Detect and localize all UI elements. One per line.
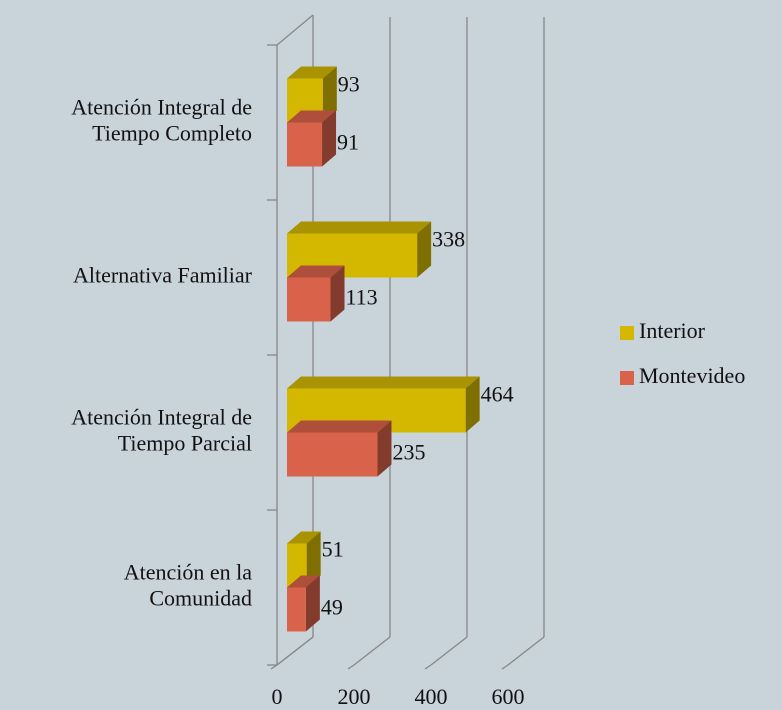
x-tick-label: 600 xyxy=(492,684,525,709)
x-tick xyxy=(501,664,509,670)
bar-top xyxy=(287,265,345,278)
category-label: Atención Integral de Tiempo Parcial xyxy=(71,405,252,456)
bar-front xyxy=(287,277,331,322)
bar-front xyxy=(287,122,323,167)
category-label-line: Atención Integral de xyxy=(71,95,252,120)
floor-grid-line xyxy=(507,636,545,666)
category-label-line: Comunidad xyxy=(149,586,252,611)
bar-top xyxy=(287,420,392,433)
category-label: Atención en la Comunidad xyxy=(124,560,253,611)
value-label: 235 xyxy=(392,440,425,465)
bar xyxy=(287,221,432,278)
bar-side xyxy=(377,420,392,477)
category-label-line: Atención Integral de xyxy=(71,405,252,430)
legend-label: Interior xyxy=(639,318,706,343)
category-label-line: Atención en la xyxy=(124,560,253,585)
floor-grid-line xyxy=(276,636,314,666)
bar-top xyxy=(287,531,321,544)
value-label: 51 xyxy=(322,537,344,562)
x-tick-label: 0 xyxy=(272,684,283,709)
legend-swatch xyxy=(620,326,634,340)
bar-top xyxy=(287,575,320,588)
floor-grid-line xyxy=(353,636,391,666)
category-label: Alternativa Familiar xyxy=(73,263,253,288)
value-label: 93 xyxy=(338,72,360,97)
top-left-edge xyxy=(276,14,314,46)
value-label: 91 xyxy=(337,130,359,155)
value-label: 49 xyxy=(321,595,343,620)
x-tick-label: 200 xyxy=(338,684,371,709)
bar-side xyxy=(330,265,345,322)
value-label: 113 xyxy=(346,285,378,310)
bar-top xyxy=(287,110,337,123)
bar-front xyxy=(287,432,378,477)
bar-side xyxy=(417,221,432,278)
bar-side xyxy=(465,376,480,433)
category-label: Atención Integral de Tiempo Completo xyxy=(71,95,252,146)
x-tick xyxy=(424,664,432,670)
bar-front xyxy=(287,587,306,632)
bar-top xyxy=(287,66,337,79)
bar xyxy=(287,420,392,477)
x-tick xyxy=(347,664,355,670)
x-tick-label: 400 xyxy=(415,684,448,709)
bar-side xyxy=(322,66,337,123)
category-label-line: Tiempo Completo xyxy=(92,121,252,146)
value-label: 338 xyxy=(432,227,465,252)
bar xyxy=(287,110,337,167)
bar-top xyxy=(287,376,480,389)
bar-side xyxy=(306,531,321,588)
category-label-line: Alternativa Familiar xyxy=(73,263,253,288)
value-label: 464 xyxy=(481,382,514,407)
bar-side xyxy=(322,110,337,167)
legend-label: Montevideo xyxy=(639,363,745,388)
category-label-line: Tiempo Parcial xyxy=(118,431,252,456)
floor-grid-line xyxy=(430,636,468,666)
bar-side xyxy=(305,575,320,632)
bar-top xyxy=(287,221,432,234)
x-tick xyxy=(270,664,278,670)
bar xyxy=(287,265,345,322)
bar xyxy=(287,575,320,632)
legend-swatch xyxy=(620,371,634,385)
